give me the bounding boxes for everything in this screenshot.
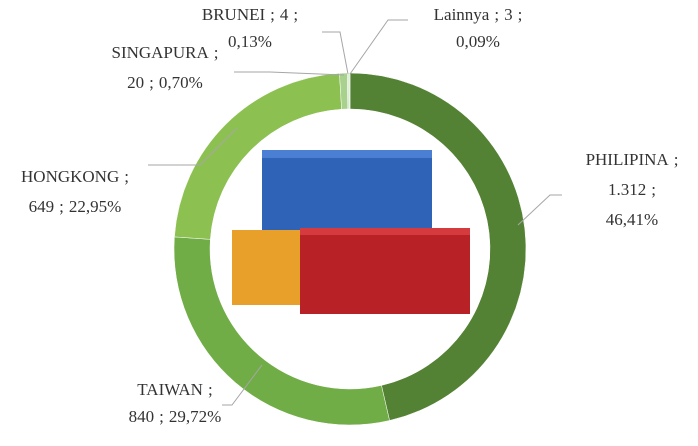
label-part: PHILIPINA — [586, 150, 670, 169]
leader-line — [518, 195, 562, 225]
separator: ; — [214, 43, 219, 62]
separator: ; — [59, 197, 64, 216]
separator: ; — [674, 150, 679, 169]
separator: ; — [208, 380, 213, 399]
label-part: HONGKONG — [21, 167, 119, 186]
separator: ; — [124, 167, 129, 186]
leader-line — [350, 20, 408, 74]
data-label: TAIWAN;840;29,72% — [129, 380, 222, 426]
label-part: 840 — [129, 407, 155, 426]
label-part: 4 — [280, 5, 289, 24]
separator: ; — [270, 5, 275, 24]
data-label: Lainnya; 3; 0,09% — [434, 5, 523, 51]
blue-container — [262, 150, 432, 232]
data-label: HONGKONG;649;22,95% — [21, 167, 129, 216]
label-part: 649 — [29, 197, 55, 216]
label-part: 0,13% — [228, 32, 272, 51]
label-part: 46,41% — [606, 210, 658, 229]
data-label: PHILIPINA; 1.312; 46,41% — [586, 150, 679, 229]
blue-container-top — [262, 150, 432, 158]
label-part: 0,09% — [456, 32, 500, 51]
red-container-top — [300, 228, 470, 235]
label-part: 3 — [504, 5, 513, 24]
separator: ; — [293, 5, 298, 24]
separator: ; — [518, 5, 523, 24]
leader-line — [322, 32, 348, 74]
chart: PHILIPINA;1.312;46,41%TAIWAN;840;29,72%H… — [0, 0, 698, 441]
slice — [349, 73, 350, 109]
separator: ; — [149, 73, 154, 92]
label-part: 1.312 — [608, 180, 646, 199]
label-part: 22,95% — [69, 197, 121, 216]
separator: ; — [651, 180, 656, 199]
label-part: 29,72% — [169, 407, 221, 426]
label-part: 20 — [127, 73, 144, 92]
red-container — [300, 228, 470, 314]
container-illustration — [232, 150, 470, 314]
label-part: Lainnya — [434, 5, 490, 24]
separator: ; — [159, 407, 164, 426]
data-label: SINGAPURA; 20; 0,70% — [111, 43, 218, 92]
leader-line — [234, 72, 344, 75]
orange-container — [232, 230, 304, 305]
label-part: TAIWAN — [137, 380, 203, 399]
label-part: 0,70% — [159, 73, 203, 92]
label-part: SINGAPURA — [111, 43, 209, 62]
label-part: BRUNEI — [202, 5, 266, 24]
separator: ; — [494, 5, 499, 24]
